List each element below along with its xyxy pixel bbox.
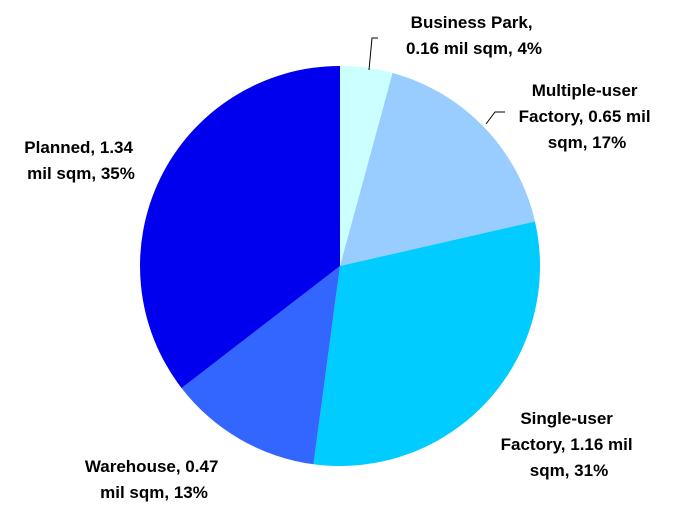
leader-line-multiple-user-factory — [485, 111, 505, 125]
pie-slice-planned — [139, 65, 340, 389]
data-label-business-park: Business Park, 0.16 mil sqm, 4% — [406, 13, 542, 58]
data-label-planned: Planned, 1.34 mil sqm, 35% — [24, 138, 137, 183]
data-label-multiple-user-factory: Multiple-user Factory, 0.65 mil sqm, 17% — [519, 81, 656, 152]
pie-slice-single-user-factory — [313, 221, 541, 466]
pie-slice-multiple-user-factory — [340, 73, 535, 266]
leader-line-business-park — [368, 37, 378, 71]
pie-slice-warehouse — [181, 266, 340, 465]
leader-lines — [368, 37, 505, 125]
data-label-warehouse: Warehouse, 0.47 mil sqm, 13% — [85, 457, 223, 502]
pie-slice-business-park — [340, 66, 393, 266]
data-labels: Business Park, 0.16 mil sqm, 4% Multiple… — [24, 13, 656, 502]
pie-slices — [139, 65, 541, 466]
data-label-single-user-factory: Single-user Factory, 1.16 mil sqm, 31% — [501, 409, 638, 480]
